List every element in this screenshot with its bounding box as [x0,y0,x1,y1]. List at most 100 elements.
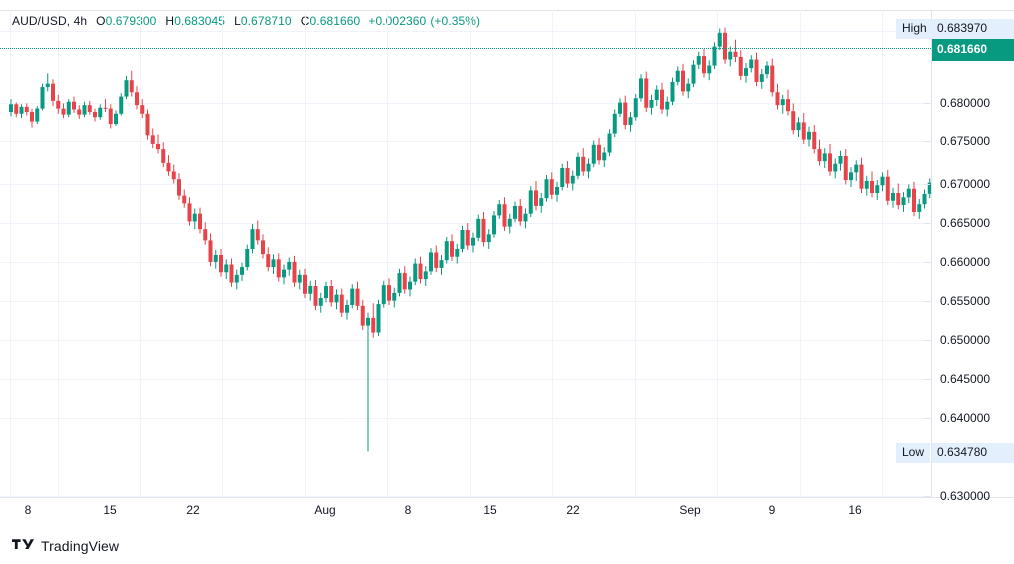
candle-body [145,113,150,136]
candle-body [423,271,428,280]
candle-body [644,78,649,108]
candle-body [586,163,591,172]
candle-body [376,304,381,333]
candle-body [135,92,139,106]
chart-pane[interactable] [0,10,931,497]
time-tick-label: 8 [404,503,412,517]
candle-body [528,190,533,214]
time-scale[interactable]: 8 15 22 Aug 8 15 22 Sep 9 16 [0,498,931,522]
price-gridline [0,496,931,497]
candle-body [906,188,911,198]
candle-body [912,188,916,212]
candle-body [166,162,171,172]
candle-body [591,144,596,164]
time-gridline [10,10,11,497]
time-tick-label: 22 [186,503,200,517]
price-tick-label: 0.630000 [940,489,991,503]
candle-body [72,101,76,110]
low-price-badge: 0.634780 [932,442,1014,463]
candle-body [780,99,785,106]
time-gridline [222,10,223,497]
candle-wick [105,99,106,113]
candle-body [345,304,349,313]
low-tag: Low [896,442,931,463]
candle-body [30,112,34,122]
current-price-badge[interactable]: 0.681660 [932,38,1014,61]
candle-body [56,100,61,109]
price-tick-label: 0.645000 [940,372,991,386]
high-price-badge: 0.683970 [932,18,1014,39]
candle-body [413,263,418,282]
candle-body [224,264,229,273]
time-gridline [58,10,59,497]
candle-body [40,87,45,109]
candle-body [796,122,801,131]
candle-body [549,179,554,195]
candle-body [492,215,496,235]
price-tick-label: 0.660000 [940,255,991,269]
price-gridline [0,262,931,263]
price-tick-mark [924,103,930,104]
candle-body [681,70,685,92]
candle-body [140,105,145,114]
candle-body [61,108,66,115]
candle-body [717,32,722,47]
candle-body [891,193,895,201]
candle-body [686,83,691,92]
price-gridline [0,379,931,380]
candle-body [19,106,24,114]
price-tick-label: 0.640000 [940,411,991,425]
price-gridline [0,418,931,419]
candle-body [707,65,712,74]
candle-body [303,274,307,294]
candle-body [9,104,13,113]
candle-body [885,176,890,201]
candle-body [387,285,391,301]
open-value: 0.679300 [105,14,157,28]
candle-body [308,286,313,294]
price-scale[interactable]: 0.6850000.6800000.6750000.6700000.665000… [896,10,1014,503]
price-tick-mark [924,262,930,263]
candle-body [618,102,622,114]
candle-body [465,230,470,246]
candle-body [765,65,769,75]
candle-body [45,83,50,88]
candle-wick [367,312,369,452]
candle-body [854,164,859,173]
tradingview-logo[interactable]: TradingView [12,538,119,554]
candle-body [597,144,601,161]
time-gridline [305,10,306,497]
candle-body [339,294,344,313]
candle-body [77,109,82,115]
candle-body [150,135,155,144]
candle-body [24,106,29,113]
candle-body [602,152,607,161]
candle-body [849,172,853,181]
time-tick-label: Aug [314,503,336,517]
candle-body [156,143,160,150]
candle-body [234,274,239,283]
candle-body [129,80,134,93]
high-key: H [165,14,175,28]
time-gridline [140,10,141,497]
candle-body [665,101,670,110]
candle-wick [735,39,736,63]
price-tick-label: 0.650000 [940,333,991,347]
symbol-label[interactable]: AUD/USD, 4h [12,14,88,28]
candle-body [791,111,796,131]
candle-body [896,193,901,206]
candle-body [612,113,617,134]
candle-body [497,204,502,216]
low-key: L [234,14,241,28]
candle-body [450,241,454,257]
time-tick-label: 8 [24,503,32,517]
time-gridline [552,10,553,497]
candle-body [623,102,628,125]
pane-bottom-border [0,497,1014,498]
candle-body [702,56,706,74]
candle-body [539,198,544,206]
candle-body [875,185,880,193]
candle-body [576,156,580,176]
time-gridline [800,10,801,497]
candle-body [213,255,218,262]
